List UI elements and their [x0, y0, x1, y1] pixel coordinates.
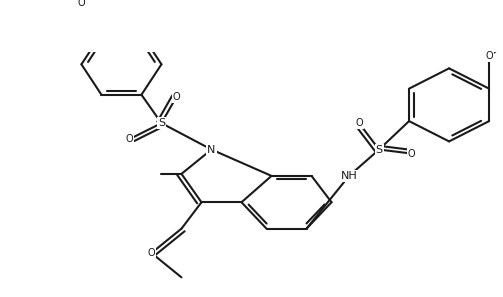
Text: O: O [77, 0, 85, 8]
Text: N: N [207, 145, 216, 154]
Text: S: S [376, 145, 383, 154]
Text: NH: NH [341, 171, 358, 181]
Text: O: O [355, 118, 363, 128]
Text: O: O [148, 248, 155, 258]
Text: O: O [173, 92, 180, 102]
Text: O: O [485, 51, 493, 61]
Text: O: O [125, 134, 133, 144]
Text: S: S [158, 118, 165, 128]
Text: O: O [408, 148, 415, 159]
